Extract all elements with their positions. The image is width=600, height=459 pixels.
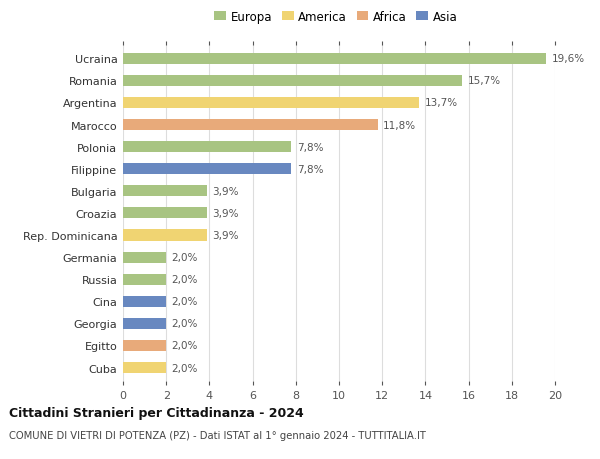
Bar xyxy=(123,142,292,153)
Text: 3,9%: 3,9% xyxy=(212,208,239,218)
Text: 11,8%: 11,8% xyxy=(383,120,416,130)
Bar xyxy=(123,296,166,307)
Bar xyxy=(123,186,207,197)
Bar xyxy=(123,54,547,65)
Text: 3,9%: 3,9% xyxy=(212,230,239,241)
Bar xyxy=(123,230,207,241)
Legend: Europa, America, Africa, Asia: Europa, America, Africa, Asia xyxy=(212,8,460,26)
Bar xyxy=(123,252,166,263)
Text: 7,8%: 7,8% xyxy=(297,142,323,152)
Text: 2,0%: 2,0% xyxy=(172,274,198,285)
Text: Cittadini Stranieri per Cittadinanza - 2024: Cittadini Stranieri per Cittadinanza - 2… xyxy=(9,406,304,419)
Text: 3,9%: 3,9% xyxy=(212,186,239,196)
Text: 2,0%: 2,0% xyxy=(172,341,198,351)
Bar xyxy=(123,208,207,219)
Bar xyxy=(123,164,292,175)
Text: 2,0%: 2,0% xyxy=(172,363,198,373)
Text: 13,7%: 13,7% xyxy=(424,98,457,108)
Text: 19,6%: 19,6% xyxy=(552,54,585,64)
Text: 2,0%: 2,0% xyxy=(172,319,198,329)
Bar xyxy=(123,120,378,131)
Text: 7,8%: 7,8% xyxy=(297,164,323,174)
Bar xyxy=(123,340,166,351)
Text: 2,0%: 2,0% xyxy=(172,252,198,263)
Text: 2,0%: 2,0% xyxy=(172,297,198,307)
Bar xyxy=(123,98,419,109)
Bar xyxy=(123,76,462,87)
Bar xyxy=(123,318,166,329)
Text: 15,7%: 15,7% xyxy=(467,76,500,86)
Text: COMUNE DI VIETRI DI POTENZA (PZ) - Dati ISTAT al 1° gennaio 2024 - TUTTITALIA.IT: COMUNE DI VIETRI DI POTENZA (PZ) - Dati … xyxy=(9,431,426,441)
Bar xyxy=(123,362,166,373)
Bar xyxy=(123,274,166,285)
